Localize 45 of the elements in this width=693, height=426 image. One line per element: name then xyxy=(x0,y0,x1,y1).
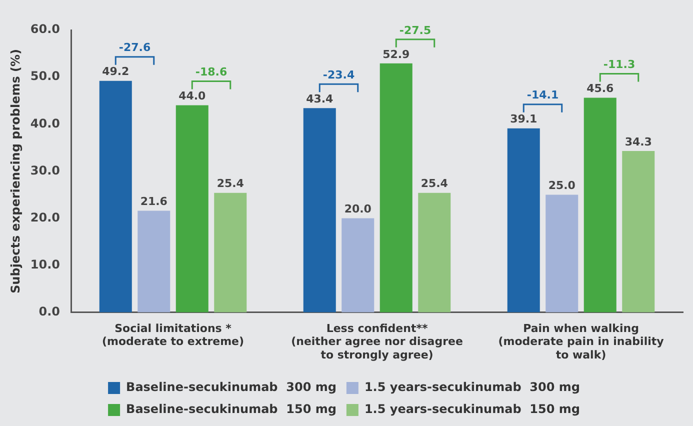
legend-label: 1.5 years-secukinumab 150 mg xyxy=(364,402,580,416)
y-tick-label: 0.0 xyxy=(38,304,60,319)
bar xyxy=(176,105,208,312)
y-axis-title: Subjects experiencing problems (%) xyxy=(8,48,22,294)
bar xyxy=(303,108,336,312)
data-label: 21.6 xyxy=(140,195,168,208)
annotation: -27.6 xyxy=(118,41,151,54)
bar xyxy=(99,80,132,312)
x-tick-label: Social limitations * (moderate to extreme) xyxy=(102,322,244,348)
bar xyxy=(622,150,655,312)
bar xyxy=(342,218,374,312)
data-label: 43.4 xyxy=(306,92,334,106)
data-label: 39.1 xyxy=(510,112,538,126)
y-tick-label: 20.0 xyxy=(30,210,60,224)
annotation: -11.3 xyxy=(603,58,636,72)
bar xyxy=(380,63,412,312)
data-label: 44.0 xyxy=(178,90,206,103)
data-label: 49.2 xyxy=(102,65,130,78)
x-tick-label: Less confident** (neither agree nor disagree to strongly agree) xyxy=(291,322,463,362)
bar xyxy=(584,98,616,312)
bar xyxy=(507,128,540,312)
data-label: 25.4 xyxy=(216,177,244,190)
data-label: 45.6 xyxy=(586,82,614,96)
y-tick-label: 60.0 xyxy=(30,22,60,36)
y-tick-label: 30.0 xyxy=(30,163,60,178)
legend-label: Baseline-secukinumab 150 mg xyxy=(126,402,336,416)
annotation: -27.5 xyxy=(399,24,432,37)
data-label: 20.0 xyxy=(344,202,372,216)
bar xyxy=(546,194,578,312)
legend-label: 1.5 years-secukinumab 300 mg xyxy=(364,380,580,394)
data-label: 52.9 xyxy=(382,48,410,61)
legend-label: Baseline-secukinumab 300 mg xyxy=(126,380,336,394)
x-tick-label: Pain when walking (moderate pain in inability to walk) xyxy=(498,322,664,362)
bar xyxy=(138,210,170,312)
bar xyxy=(418,192,451,312)
annotation: -18.6 xyxy=(195,66,228,79)
annotation: -14.1 xyxy=(526,88,559,102)
data-label: 25.0 xyxy=(548,179,576,192)
y-tick-label: 50.0 xyxy=(30,69,60,84)
y-tick-label: 40.0 xyxy=(30,116,60,130)
y-tick-label: 10.0 xyxy=(30,257,60,272)
data-label: 34.3 xyxy=(624,135,652,148)
data-label: 25.4 xyxy=(420,177,448,190)
annotation: -23.4 xyxy=(322,68,355,82)
bar xyxy=(214,192,247,312)
